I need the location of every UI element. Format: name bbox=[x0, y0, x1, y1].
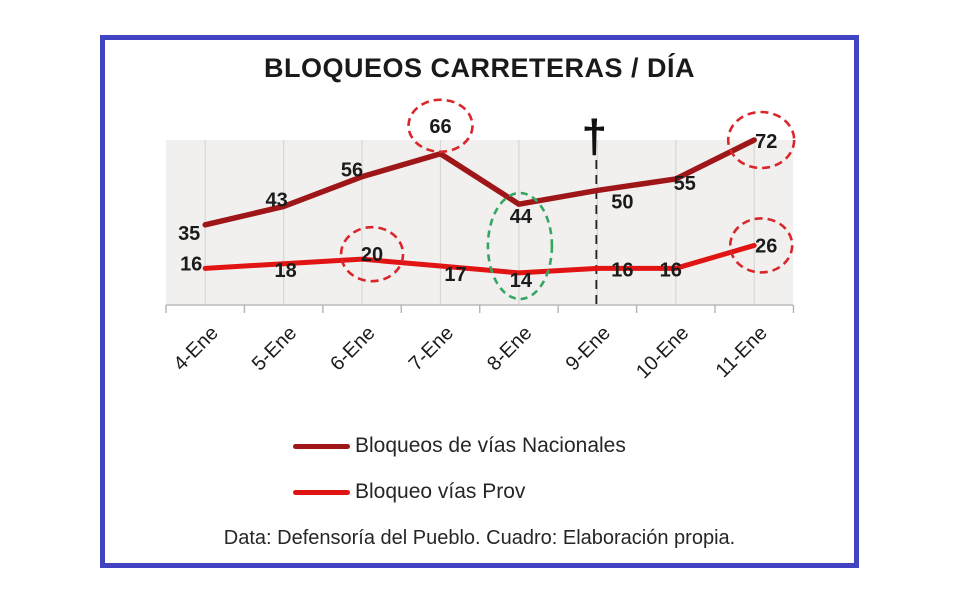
chart-frame: BLOQUEOS CARRETERAS / DÍA Bloqueos de ví… bbox=[100, 35, 859, 568]
legend: Bloqueos de vías Nacionales Bloqueo vías… bbox=[293, 434, 626, 526]
legend-item-prov: Bloqueo vías Prov bbox=[293, 480, 626, 504]
legend-label-nacionales: Bloqueos de vías Nacionales bbox=[355, 434, 626, 457]
legend-item-nacionales: Bloqueos de vías Nacionales bbox=[293, 434, 626, 458]
legend-line-swatch-nacionales-icon bbox=[293, 443, 350, 449]
legend-line-swatch-prov-icon bbox=[293, 489, 350, 495]
source-note: Data: Defensoría del Pueblo. Cuadro: Ela… bbox=[223, 527, 736, 549]
legend-label-prov: Bloqueo vías Prov bbox=[355, 480, 526, 503]
chart-title: BLOQUEOS CARRETERAS / DÍA bbox=[263, 53, 696, 83]
